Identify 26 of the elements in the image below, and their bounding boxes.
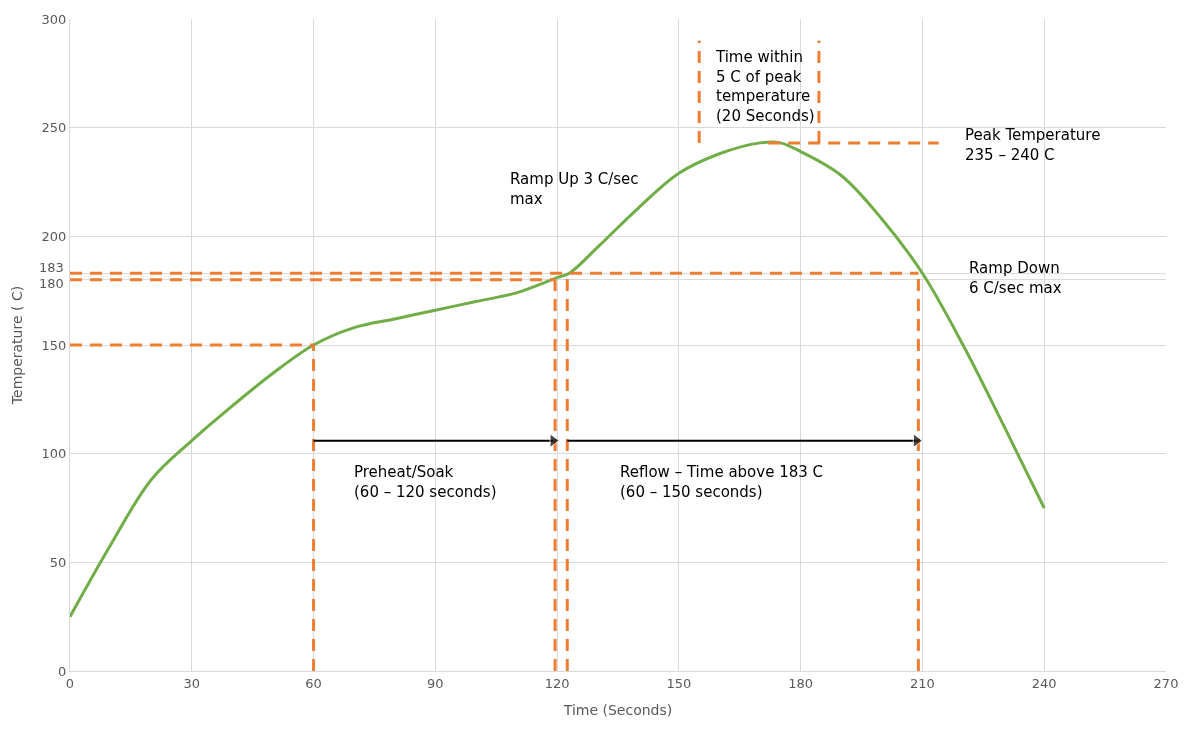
annotation: Ramp Up 3 C/sec max <box>510 170 639 208</box>
x-tick-label: 30 <box>183 675 201 691</box>
x-axis-title: Time (Seconds) <box>562 701 673 718</box>
annotation: Ramp Down 6 C/sec max <box>969 259 1062 297</box>
annotation: Peak Temperature 235 – 240 C <box>965 126 1101 164</box>
y-tick-label: 200 <box>41 228 67 244</box>
x-tick-label: 150 <box>666 675 692 691</box>
annotation: Preheat/Soak (60 – 120 seconds) <box>354 463 497 501</box>
x-tick-label: 180 <box>788 675 814 691</box>
y-axis-title: Temperature ( C) <box>9 285 26 406</box>
y-tick-label: 180 <box>39 276 64 291</box>
y-tick-label: 250 <box>41 120 67 136</box>
x-tick-label: 270 <box>1153 675 1179 691</box>
x-tick-label: 210 <box>910 675 935 691</box>
annotation: Time within 5 C of peak temperature (20 Seconds) <box>715 48 815 125</box>
x-tick-label: 120 <box>544 675 570 691</box>
annotation: Reflow – Time above 183 C (60 – 150 seconds) <box>620 463 824 501</box>
x-tick-label: 240 <box>1031 675 1057 691</box>
x-tick-label: 60 <box>305 675 322 691</box>
x-tick-label: 90 <box>427 675 444 691</box>
y-tick-label: 183 <box>39 260 64 275</box>
y-tick-label: 50 <box>49 554 67 570</box>
y-tick-label: 150 <box>41 337 67 353</box>
y-tick-label: 300 <box>41 11 67 27</box>
y-tick-label: 100 <box>41 446 67 462</box>
y-tick-label: 0 <box>58 663 67 679</box>
